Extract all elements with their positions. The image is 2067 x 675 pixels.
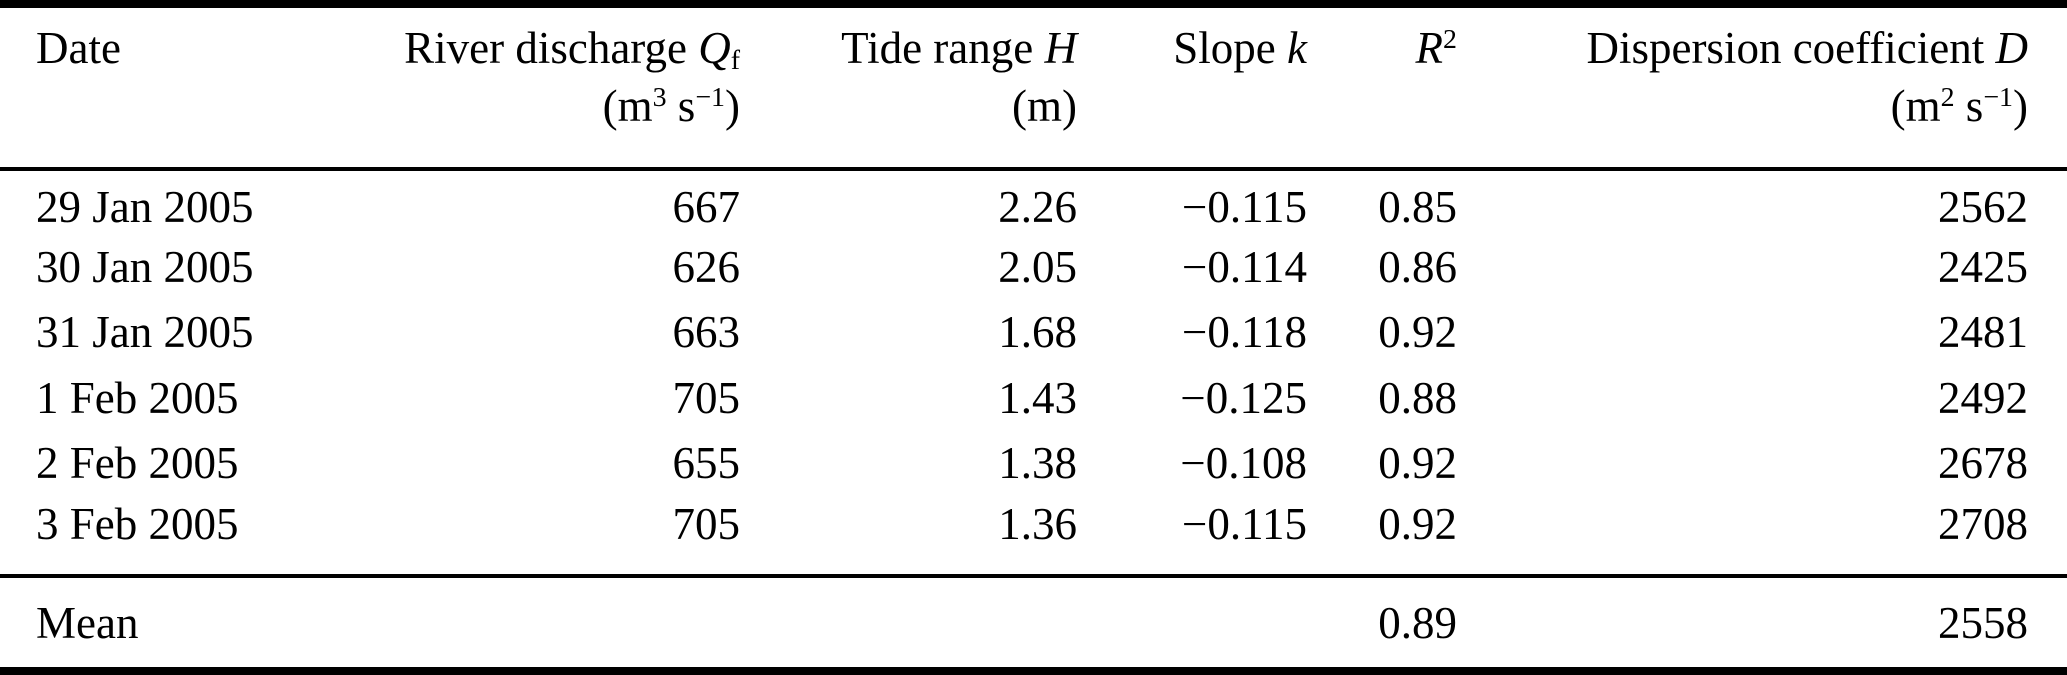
- cell-dispersion: 2562: [1938, 181, 2028, 232]
- cell-r_squared: 0.92: [1378, 438, 1457, 489]
- cell-tide_range: 1.38: [998, 438, 1077, 489]
- table-body: 29 Jan 2005 667 2.26 −0.115 0.85 2562 30 Jan 2…: [0, 169, 2067, 576]
- cell-slope: −0.118: [1182, 307, 1307, 358]
- summary-cell-slope: [1077, 574, 1307, 671]
- cell-river_discharge: 663: [672, 307, 741, 358]
- cell-r_squared: 0.92: [1378, 498, 1457, 549]
- column-label: Slope k: [1173, 23, 1307, 73]
- cell-date: 29 Jan 2005: [36, 181, 254, 232]
- column-label: R2: [1415, 23, 1457, 73]
- cell-r_squared: 0.92: [1378, 307, 1457, 358]
- cell-dispersion: 2678: [1938, 438, 2028, 489]
- cell-r_squared: 0.86: [1378, 242, 1457, 293]
- column-header-dispersion: Dispersion coefficient D (m2 s−1): [1457, 4, 2067, 171]
- summary-cell-tide_range: [740, 574, 1077, 671]
- column-unit: [36, 80, 350, 167]
- table-summary: Mean 0.89 2558: [0, 574, 2067, 671]
- cell-tide_range: 1.43: [998, 372, 1077, 423]
- cell-tide_range: 1.36: [998, 498, 1077, 549]
- cell-river_discharge: 626: [672, 242, 741, 293]
- table-row: 2 Feb 2005 655 1.38 −0.108 0.92 2678: [0, 431, 2067, 496]
- column-unit: [1307, 80, 1457, 167]
- cell-dispersion: 2481: [1938, 307, 2028, 358]
- cell-dispersion: 2708: [1938, 498, 2028, 549]
- table-row: 3 Feb 2005 705 1.36 −0.115 0.92 2708: [0, 496, 2067, 576]
- cell-r_squared: 0.88: [1378, 372, 1457, 423]
- cell-river_discharge: 655: [672, 438, 741, 489]
- summary-cell-river_discharge: [350, 574, 740, 671]
- column-unit: (m3 s−1): [602, 81, 740, 131]
- cell-slope: −0.115: [1182, 181, 1307, 232]
- summary-cell-dispersion: 2558: [1457, 574, 2067, 671]
- column-label: Tide range H: [841, 23, 1077, 73]
- column-header-river_discharge: River discharge Qf (m3 s−1): [350, 4, 740, 171]
- table-row: 31 Jan 2005 663 1.68 −0.118 0.92 2481: [0, 300, 2067, 365]
- cell-tide_range: 2.26: [998, 181, 1077, 232]
- cell-tide_range: 2.05: [998, 242, 1077, 293]
- table-row: 1 Feb 2005 705 1.43 −0.125 0.88 2492: [0, 365, 2067, 430]
- cell-date: 1 Feb 2005: [36, 372, 239, 423]
- column-header-slope: Slope k: [1077, 4, 1307, 171]
- cell-slope: −0.115: [1182, 498, 1307, 549]
- cell-tide_range: 1.68: [998, 307, 1077, 358]
- cell-date: 2 Feb 2005: [36, 438, 239, 489]
- table-header-row: Date River discharge Qf (m3 s−1) Tide range…: [0, 4, 2067, 171]
- cell-slope: −0.125: [1180, 372, 1307, 423]
- column-header-date: Date: [0, 4, 350, 171]
- cell-river_discharge: 667: [672, 181, 741, 232]
- column-label: Dispersion coefficient D: [1586, 23, 2028, 73]
- cell-slope: −0.114: [1182, 242, 1307, 293]
- cell-river_discharge: 705: [672, 498, 741, 549]
- column-label: Date: [36, 23, 121, 73]
- cell-dispersion: 2492: [1938, 372, 2028, 423]
- cell-dispersion: 2425: [1938, 242, 2028, 293]
- column-unit: [1077, 80, 1307, 167]
- table-row: 29 Jan 2005 667 2.26 −0.115 0.85 2562: [0, 169, 2067, 234]
- table-summary-row: Mean 0.89 2558: [0, 574, 2067, 671]
- cell-slope: −0.108: [1180, 438, 1307, 489]
- column-header-tide_range: Tide range H (m): [740, 4, 1077, 171]
- cell-river_discharge: 705: [672, 372, 741, 423]
- cell-r_squared: 0.85: [1378, 181, 1457, 232]
- column-label: River discharge Qf: [404, 23, 740, 77]
- column-unit: (m): [1012, 81, 1077, 131]
- column-unit: (m2 s−1): [1890, 81, 2028, 131]
- column-header-r_squared: R2: [1307, 4, 1457, 171]
- table-header: Date River discharge Qf (m3 s−1) Tide range…: [0, 4, 2067, 171]
- cell-date: 31 Jan 2005: [36, 307, 254, 358]
- table-row: 30 Jan 2005 626 2.05 −0.114 0.86 2425: [0, 234, 2067, 299]
- cell-date: 3 Feb 2005: [36, 498, 239, 549]
- summary-cell-r_squared: 0.89: [1307, 574, 1457, 671]
- cell-date: 30 Jan 2005: [36, 242, 254, 293]
- summary-cell-date: Mean: [0, 574, 350, 671]
